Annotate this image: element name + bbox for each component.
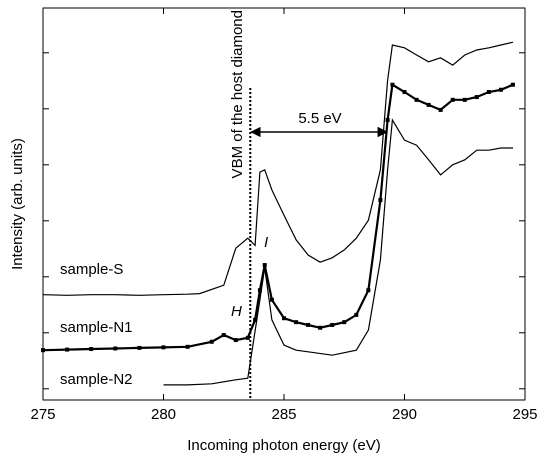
data-point — [385, 118, 390, 122]
series-label: sample-S — [60, 261, 123, 278]
vbm-label: VBM of the host diamond — [229, 10, 246, 178]
data-point — [414, 97, 419, 102]
data-point — [257, 288, 262, 293]
data-point — [462, 97, 467, 102]
data-point — [438, 107, 443, 112]
data-point — [294, 320, 299, 325]
series-label: sample-N1 — [60, 319, 133, 336]
data-point — [221, 333, 226, 338]
data-point — [282, 316, 286, 321]
data-point — [498, 87, 503, 92]
x-tick-label: 290 — [392, 406, 417, 423]
data-point — [510, 82, 515, 87]
data-point — [89, 347, 94, 352]
data-point — [366, 288, 371, 293]
data-point — [306, 322, 311, 327]
y-axis-label: Intensity (arb. units) — [9, 138, 26, 270]
data-point — [137, 345, 142, 350]
x-tick-label: 275 — [30, 406, 55, 423]
data-point — [161, 345, 166, 350]
gap-label: 5.5 eV — [298, 110, 341, 127]
plot-frame — [42, 7, 526, 401]
data-point — [113, 346, 118, 351]
data-point — [390, 82, 395, 87]
data-point — [354, 312, 359, 317]
data-point — [450, 97, 455, 102]
data-point — [318, 325, 323, 330]
data-point — [486, 90, 491, 94]
data-point — [245, 335, 250, 340]
x-axis-label: Incoming photon energy (eV) — [187, 437, 380, 454]
data-point — [233, 338, 238, 343]
x-tick-label: 280 — [151, 406, 176, 423]
data-point — [426, 102, 431, 107]
series-label: sample-N2 — [60, 371, 133, 388]
peak-label: I — [264, 234, 268, 251]
data-point — [253, 317, 258, 322]
data-point — [185, 344, 190, 349]
x-tick-label: 295 — [512, 406, 537, 423]
data-point — [262, 263, 267, 268]
spectrum-line — [42, 82, 514, 352]
x-tick-label: 285 — [271, 406, 296, 423]
spectrum-line — [42, 41, 514, 296]
peak-label: H — [231, 303, 242, 320]
data-point — [342, 320, 347, 325]
data-point — [402, 90, 407, 94]
data-point — [65, 347, 70, 352]
data-point — [378, 198, 383, 203]
data-point — [330, 322, 335, 327]
data-point — [41, 348, 45, 353]
data-point — [474, 95, 479, 100]
spectrum-line — [163, 118, 513, 386]
data-point — [209, 339, 214, 344]
data-point — [269, 297, 274, 302]
